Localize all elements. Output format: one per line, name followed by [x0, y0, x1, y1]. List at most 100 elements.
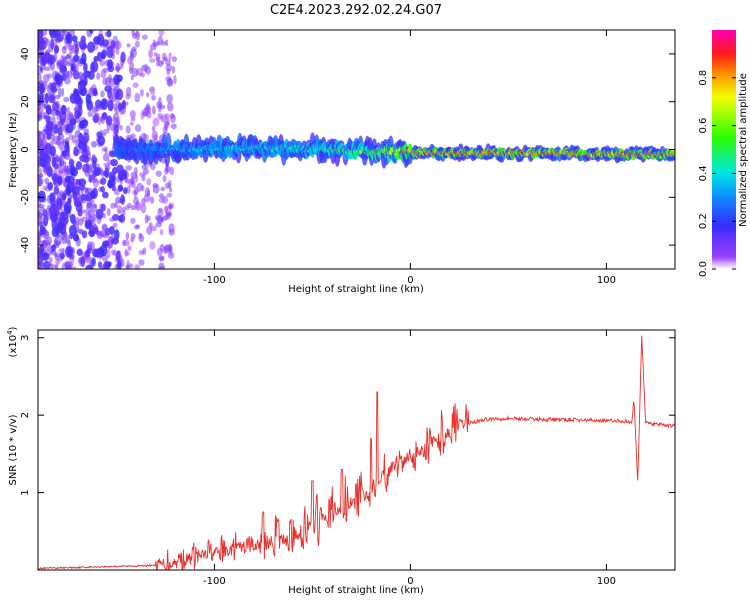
spectrogram-noise-blob: [45, 124, 52, 137]
spectrogram-noise-blob: [64, 261, 70, 268]
spectrogram-noise-blob: [38, 266, 42, 269]
spectrogram-noise-blob: [87, 110, 93, 118]
x-tick-label: -100: [203, 576, 226, 587]
spectrogram-noise-blob: [168, 52, 173, 60]
colorbar: 0.0 0.2 0.4 0.6 0.8 Normalized spectral ampl…: [698, 30, 749, 277]
snr-ticks: -100 0 100 1 2 3: [20, 330, 675, 587]
spectrogram-noise-blob: [151, 130, 159, 141]
y-tick-label: -40: [20, 237, 31, 253]
spectrogram-noise-blob: [59, 252, 65, 260]
spectrogram-noise-blob: [112, 214, 120, 221]
spectrogram-noise-blob: [130, 236, 135, 243]
spectrogram-noise-blob: [115, 47, 120, 55]
spectrogram-noise-blob: [38, 254, 43, 266]
spectrogram-noise-blob: [164, 214, 171, 220]
spectrogram-noise-blob: [148, 86, 155, 93]
spectrogram-noise-blob: [84, 220, 92, 230]
spectrogram-noise-blob: [160, 186, 166, 192]
spectrogram-noise-blob: [170, 114, 176, 124]
spectrogram-noise-blob: [64, 175, 71, 183]
spectrogram-noise-blob: [99, 244, 108, 257]
spectrogram-noise-blob: [122, 169, 128, 179]
spectrogram-noise-blob: [52, 175, 57, 186]
spectrogram-noise-blob: [124, 251, 131, 256]
spectrogram-noise-blob: [94, 168, 100, 175]
spectrogram-noise-blob: [102, 153, 110, 162]
spectrogram-noise-blob: [104, 167, 110, 179]
spectrogram-noise-blob: [94, 248, 101, 258]
spectrogram-noise-blob: [73, 54, 80, 63]
spectrogram-noise-blob: [151, 105, 156, 115]
spectrogram-noise-blob: [132, 82, 139, 88]
spectrogram-noise-blob: [47, 181, 54, 191]
spectrogram-noise-blob: [72, 233, 80, 242]
spectrogram-noise-blob: [109, 123, 116, 132]
spectrogram-noise-blob: [96, 231, 103, 240]
spectrogram-noise-blob: [51, 156, 57, 168]
spectrogram-noise-blob: [126, 43, 131, 48]
spectrogram-noise-blob: [101, 112, 108, 120]
spectrogram-noise-blob: [125, 93, 131, 100]
spectrogram-noise-blob: [101, 39, 109, 47]
spectrogram-noise-blob: [130, 74, 135, 81]
spectrogram-noise-blob: [74, 43, 79, 56]
spectrogram-noise-blob: [72, 35, 78, 43]
spectrogram-noise-blob: [143, 167, 149, 175]
colorbar-label: Normalized spectral amplitude: [738, 73, 749, 227]
snr-y-multiplier: (x104): [6, 326, 19, 357]
spectrogram-noise-blob: [120, 194, 126, 205]
snr-y-label: SNR (10 * v/v): [8, 414, 19, 485]
spectrogram-noise-blob: [112, 117, 117, 122]
spectrogram-noise-blob: [116, 65, 120, 73]
spectrogram-noise-blob: [61, 193, 67, 201]
spectrogram-noise-blob: [146, 178, 152, 186]
spectrogram-noise-blob: [57, 126, 63, 136]
spectrogram-noise-blob: [38, 236, 42, 245]
colorbar-tick-label: 0.0: [698, 261, 709, 277]
spectrogram-noise-blob: [158, 207, 163, 213]
spectrogram-noise-blob: [65, 33, 73, 44]
spectrogram-noise-blob: [103, 67, 109, 73]
spectrogram-noise-blob: [77, 184, 86, 191]
spectrogram-noise-blob: [38, 72, 42, 81]
spectrogram-band-core: [672, 152, 675, 156]
spectrogram-noise-blob: [41, 240, 46, 246]
spectrogram-noise-blob: [130, 217, 136, 224]
spectrogram-noise-blob: [123, 187, 128, 195]
spectrogram-noise-blob: [72, 70, 80, 80]
spectrogram-noise-blob: [92, 115, 100, 124]
spectrogram-noise-blob: [90, 60, 99, 73]
spectrogram-noise-blob: [138, 250, 145, 255]
spectrogram-noise-blob: [118, 102, 123, 112]
spectrogram-noise-blob: [72, 266, 77, 269]
spectrogram-noise-blob: [45, 115, 51, 124]
spectrogram-noise-blob: [114, 196, 122, 204]
spectrogram-noise-blob: [86, 202, 93, 212]
spectrogram-noise-blob: [89, 230, 95, 238]
spectrogram-noise-blob: [56, 222, 65, 230]
spectrogram-noise-blob: [61, 73, 67, 81]
spectrogram-noise-blob: [82, 163, 90, 174]
spectrogram-noise-blob: [134, 92, 141, 103]
spectrogram-noise-blob: [83, 62, 88, 73]
spectrogram-noise-blob: [39, 39, 47, 51]
spectrogram-noise-blob: [59, 65, 67, 75]
spectrogram-y-label: Frequency (Hz): [8, 112, 19, 188]
spectrogram-x-label: Height of straight line (km): [288, 284, 424, 295]
spectrogram-noise-blob: [57, 87, 62, 98]
spectrogram-noise-blob: [65, 246, 71, 258]
spectrogram-noise-blob: [65, 53, 71, 60]
spectrogram-noise-blob: [81, 230, 88, 239]
spectrogram-noise-blob: [107, 88, 112, 99]
spectrogram-noise-blob: [61, 30, 69, 36]
spectrogram-noise-blob: [145, 133, 149, 144]
snr-series-line: [38, 335, 675, 570]
spectrogram-noise-blob: [45, 104, 52, 115]
spectrogram-noise-blob: [38, 131, 42, 141]
spectrogram-noise-blob: [54, 45, 59, 54]
spectrogram-noise-blob: [104, 227, 111, 236]
spectrogram-noise-blob: [61, 150, 67, 157]
spectrogram-noise-blob: [151, 125, 156, 132]
spectrogram-noise-blob: [54, 264, 59, 269]
spectrogram-noise-blob: [101, 147, 107, 152]
